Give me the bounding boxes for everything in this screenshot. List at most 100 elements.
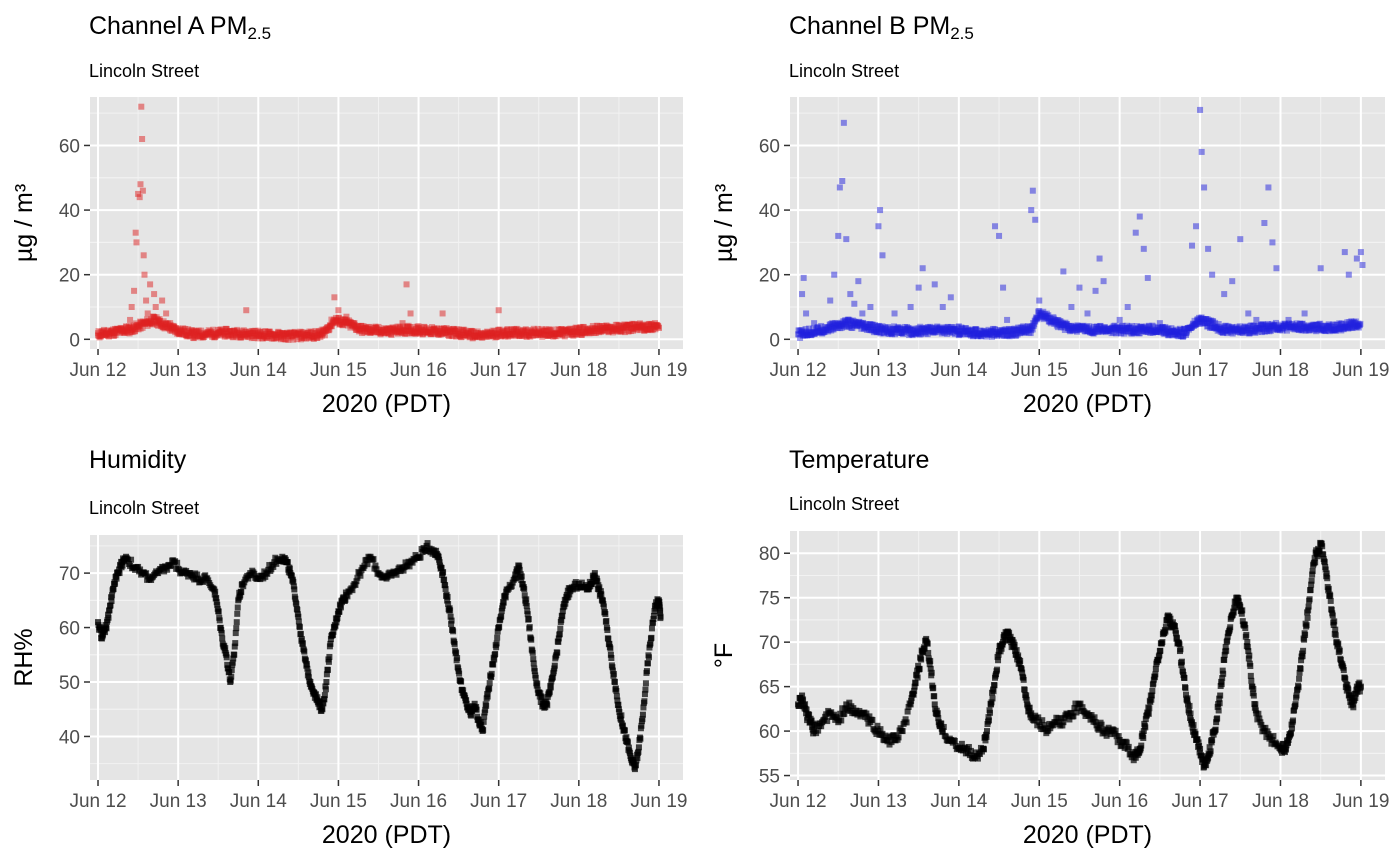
y-tick-label: 40 bbox=[59, 727, 80, 748]
data-point bbox=[353, 323, 360, 330]
data-point bbox=[138, 319, 145, 326]
data-point bbox=[132, 325, 139, 332]
data-point bbox=[128, 323, 135, 330]
data-point bbox=[949, 327, 956, 334]
data-point bbox=[615, 701, 622, 708]
data-point bbox=[390, 328, 397, 335]
data-point bbox=[1002, 332, 1009, 339]
data-point bbox=[648, 320, 655, 327]
data-point bbox=[907, 304, 914, 310]
data-point bbox=[318, 330, 325, 337]
data-point bbox=[1269, 239, 1276, 246]
data-point bbox=[540, 328, 547, 335]
data-point bbox=[1058, 715, 1065, 722]
data-point bbox=[1092, 287, 1099, 294]
data-point bbox=[545, 332, 552, 339]
data-point bbox=[1340, 323, 1347, 330]
data-point bbox=[814, 323, 821, 330]
data-point bbox=[1105, 724, 1112, 731]
data-point bbox=[972, 749, 979, 756]
data-point bbox=[448, 617, 455, 624]
data-point bbox=[327, 636, 334, 643]
data-point bbox=[1103, 732, 1110, 739]
data-point bbox=[375, 323, 382, 330]
data-point bbox=[444, 326, 451, 333]
data-point bbox=[1148, 327, 1155, 334]
data-point bbox=[468, 327, 475, 334]
data-point bbox=[999, 332, 1006, 339]
data-point bbox=[950, 326, 957, 333]
data-point bbox=[223, 326, 230, 333]
data-point bbox=[1091, 329, 1098, 336]
data-point bbox=[957, 330, 964, 337]
data-point bbox=[1056, 322, 1063, 329]
data-point bbox=[895, 324, 902, 331]
data-point bbox=[358, 330, 365, 337]
data-point bbox=[211, 333, 218, 340]
data-point bbox=[1337, 320, 1344, 327]
data-point bbox=[1136, 213, 1143, 220]
data-point bbox=[1119, 327, 1126, 334]
data-point bbox=[159, 322, 166, 329]
data-point bbox=[848, 319, 855, 326]
data-point bbox=[1262, 724, 1269, 731]
data-point bbox=[183, 333, 190, 340]
data-point bbox=[856, 318, 863, 325]
data-point bbox=[296, 624, 303, 631]
data-point bbox=[224, 328, 231, 335]
data-point bbox=[1143, 323, 1150, 330]
data-point bbox=[835, 232, 842, 239]
data-point bbox=[1020, 327, 1027, 334]
data-point bbox=[613, 688, 620, 695]
data-point bbox=[423, 325, 430, 332]
data-point bbox=[1106, 327, 1113, 334]
data-point bbox=[447, 607, 454, 614]
data-point bbox=[463, 332, 470, 339]
data-point bbox=[1301, 310, 1308, 317]
data-point bbox=[795, 327, 802, 334]
data-point bbox=[868, 321, 875, 328]
data-point bbox=[265, 329, 272, 336]
data-point bbox=[815, 324, 822, 331]
data-point bbox=[816, 328, 823, 335]
data-point bbox=[632, 325, 639, 332]
data-point bbox=[615, 322, 622, 329]
data-point bbox=[922, 328, 929, 335]
data-point bbox=[954, 329, 961, 336]
data-point bbox=[896, 325, 903, 332]
y-tick-label: 70 bbox=[759, 633, 780, 654]
data-point bbox=[882, 732, 889, 739]
data-point bbox=[518, 573, 525, 580]
data-point bbox=[290, 336, 297, 343]
data-point bbox=[846, 699, 853, 706]
data-point bbox=[1024, 323, 1031, 330]
data-point bbox=[645, 321, 652, 328]
data-point bbox=[190, 335, 197, 342]
data-point bbox=[263, 334, 270, 341]
data-point bbox=[617, 328, 624, 335]
data-point bbox=[1306, 596, 1313, 603]
data-point bbox=[1032, 318, 1039, 325]
data-point bbox=[137, 566, 144, 573]
data-point bbox=[1270, 324, 1277, 331]
data-point bbox=[1296, 327, 1303, 334]
data-point bbox=[218, 626, 225, 633]
data-point bbox=[555, 635, 562, 642]
data-point bbox=[564, 328, 571, 335]
data-point bbox=[296, 330, 303, 337]
data-point bbox=[329, 632, 336, 639]
data-point bbox=[798, 330, 805, 337]
data-point bbox=[1111, 322, 1118, 329]
data-point bbox=[541, 327, 548, 334]
data-point bbox=[802, 325, 809, 332]
data-point bbox=[1216, 695, 1223, 702]
data-point bbox=[306, 332, 313, 339]
data-point bbox=[1299, 320, 1306, 327]
data-point bbox=[553, 330, 560, 337]
data-point bbox=[1098, 326, 1105, 333]
data-point bbox=[510, 330, 517, 337]
data-point bbox=[496, 326, 503, 333]
data-point bbox=[135, 326, 142, 333]
data-point bbox=[339, 322, 346, 329]
data-point bbox=[853, 320, 860, 327]
